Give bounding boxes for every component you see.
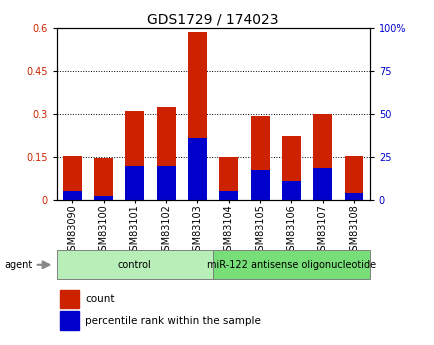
Bar	[59, 290, 79, 308]
Bar	[312, 168, 332, 200]
Text: miR-122 antisense oligonucleotide: miR-122 antisense oligonucleotide	[207, 260, 375, 270]
FancyBboxPatch shape	[213, 250, 369, 279]
Bar	[250, 170, 269, 200]
Bar	[187, 32, 207, 200]
Bar	[219, 191, 238, 200]
Bar	[219, 157, 238, 200]
Text: percentile rank within the sample: percentile rank within the sample	[85, 316, 260, 326]
Bar	[250, 116, 269, 200]
Bar	[62, 191, 82, 200]
Text: count: count	[85, 294, 114, 304]
Text: agent: agent	[4, 260, 33, 270]
Bar	[59, 312, 79, 330]
Bar	[94, 158, 113, 200]
Title: GDS1729 / 174023: GDS1729 / 174023	[147, 12, 278, 27]
Bar	[312, 114, 332, 200]
Text: control: control	[118, 260, 151, 270]
Bar	[281, 136, 300, 200]
Bar	[344, 193, 363, 200]
Bar	[156, 166, 175, 200]
Bar	[344, 156, 363, 200]
Bar	[125, 111, 144, 200]
Bar	[156, 107, 175, 200]
Bar	[281, 181, 300, 200]
FancyBboxPatch shape	[56, 250, 213, 279]
Bar	[62, 156, 82, 200]
Bar	[187, 138, 207, 200]
Bar	[125, 166, 144, 200]
Bar	[94, 196, 113, 200]
